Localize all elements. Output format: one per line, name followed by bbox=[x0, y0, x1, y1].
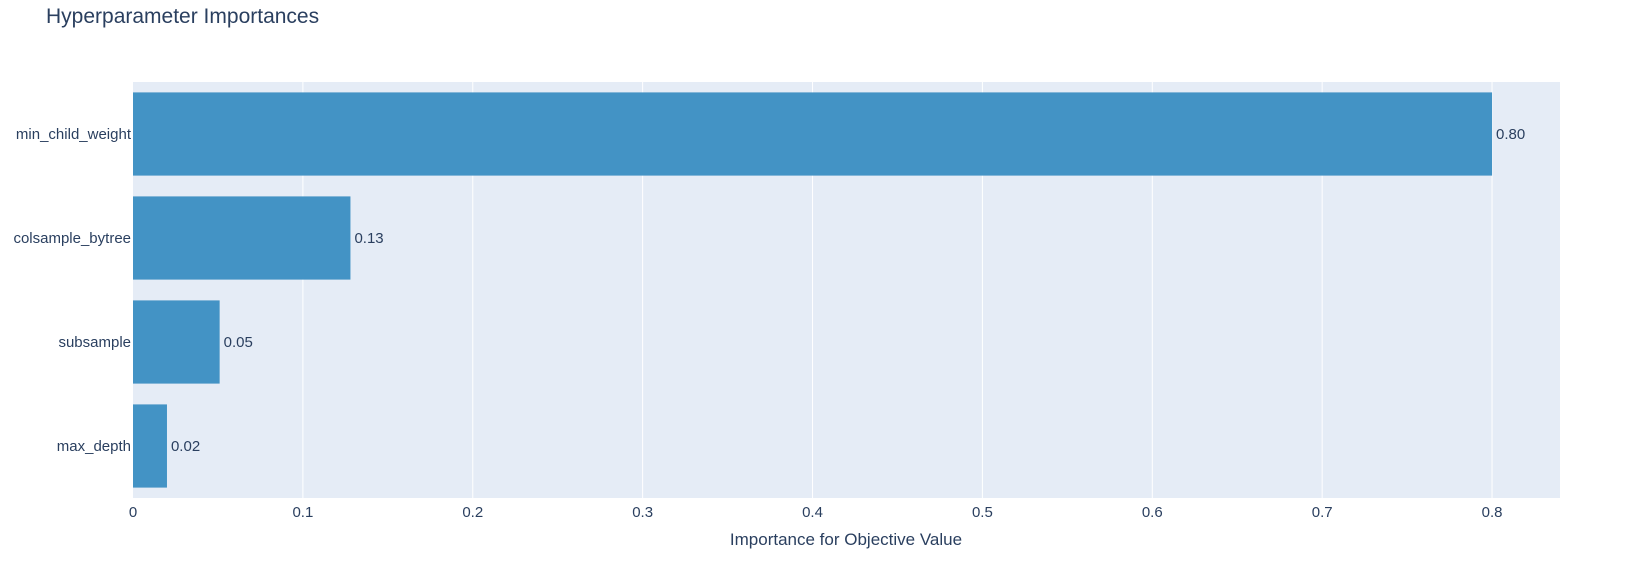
x-tick-label: 0.4 bbox=[802, 504, 823, 521]
bar-colsample-bytree bbox=[133, 196, 351, 280]
y-tick-label: colsample_bytree bbox=[13, 230, 131, 247]
bar-subsample bbox=[133, 300, 220, 384]
bar-max-depth bbox=[133, 404, 167, 488]
y-tick-label: min_child_weight bbox=[16, 126, 132, 143]
bar-data-label: 0.13 bbox=[354, 230, 383, 247]
y-tick-label: max_depth bbox=[57, 438, 131, 455]
y-tick-labels: min_child_weight colsample_bytree subsampl… bbox=[13, 126, 131, 455]
x-tick-labels: 0 0.1 0.2 0.3 0.4 0.5 0.6 0.7 0.8 bbox=[129, 504, 1503, 521]
x-axis-title: Importance for Objective Value bbox=[730, 530, 962, 549]
chart-title: Hyperparameter Importances bbox=[46, 5, 319, 28]
x-tick-label: 0.8 bbox=[1482, 504, 1503, 521]
bars: 0.80 0.13 0.05 0.02 bbox=[133, 92, 1525, 488]
y-tick-label: subsample bbox=[58, 334, 131, 351]
x-tick-label: 0.6 bbox=[1142, 504, 1163, 521]
bar-data-label: 0.80 bbox=[1496, 126, 1525, 143]
x-tick-label: 0.7 bbox=[1312, 504, 1333, 521]
x-tick-label: 0.2 bbox=[462, 504, 483, 521]
x-tick-label: 0.1 bbox=[292, 504, 313, 521]
bar-data-label: 0.02 bbox=[171, 438, 200, 455]
bar-min-child-weight bbox=[133, 92, 1493, 176]
x-tick-label: 0.3 bbox=[632, 504, 653, 521]
x-tick-label: 0.5 bbox=[972, 504, 993, 521]
bar-data-label: 0.05 bbox=[224, 334, 253, 351]
x-tick-label: 0 bbox=[129, 504, 137, 521]
